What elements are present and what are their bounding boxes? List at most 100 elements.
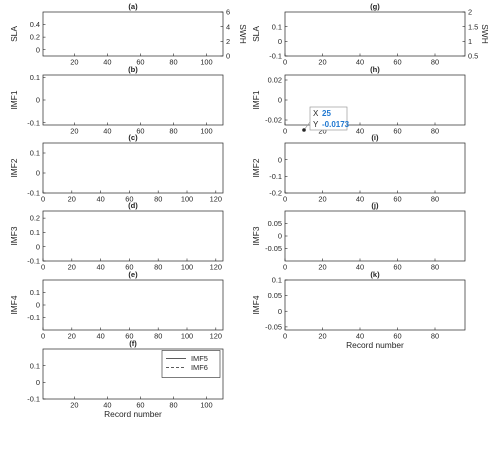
panel-e: 0 20 40 60 80 100 120 -0.1 0 0.1 (e) IMF4 [9, 270, 224, 341]
y-tick-label: 0.1 [30, 288, 40, 297]
x-tick-label: 20 [318, 127, 326, 136]
x-tick-label: 20 [318, 58, 326, 67]
panel-title: (c) [128, 133, 138, 142]
panel-g: 0 20 40 60 80-0.100.10.511.52(g)SLA SWH [251, 2, 490, 67]
y-tick-label: 0 [36, 301, 40, 310]
x-tick-label: 40 [356, 332, 364, 341]
plot-frame [42, 142, 224, 194]
legend-box [161, 350, 221, 378]
panel-title: (a) [128, 2, 138, 11]
panel-title: (d) [128, 201, 138, 210]
y-tick-label: 0.1 [30, 149, 40, 158]
panel-title: (e) [128, 270, 138, 279]
panel-title: (g) [370, 2, 380, 11]
y-tick-label: -0.05 [265, 322, 282, 331]
x-tick-label: 80 [169, 401, 177, 410]
y2-tick-label: 1 [468, 37, 472, 46]
plot-frame [42, 279, 224, 331]
x-tick-label: 40 [96, 195, 104, 204]
y-axis-label: IMF1 [9, 90, 19, 109]
x-tick-label: 0 [283, 58, 287, 67]
y-tick-label: 0 [36, 242, 40, 251]
x-tick-label: 80 [431, 195, 439, 204]
x-tick-label: 40 [103, 58, 111, 67]
y2-tick-label: 4 [226, 22, 230, 31]
y2-tick-label: 0.5 [468, 52, 478, 61]
y-axis-label: IMF3 [9, 226, 19, 245]
panel-title: (k) [370, 270, 380, 279]
y-tick-label: -0.1 [27, 313, 40, 322]
y-tick-label: 0.05 [268, 219, 282, 228]
x-tick-label: 100 [200, 127, 212, 136]
x-tick-label: 40 [103, 401, 111, 410]
x-tick-label: 120 [210, 263, 222, 272]
y-tick-label: 0.2 [30, 214, 40, 223]
y2-axis-label: SWH [238, 24, 248, 44]
x-tick-label: 80 [154, 332, 162, 341]
x-tick-label: 80 [431, 332, 439, 341]
plot-frame [42, 210, 224, 262]
panel-title: (b) [128, 65, 138, 74]
x-tick-label: 60 [393, 127, 401, 136]
x-tick-label: 80 [169, 127, 177, 136]
y-tick-label: 0 [278, 307, 282, 316]
y-tick-label: -0.1 [27, 395, 40, 404]
y-tick-label: -0.1 [27, 189, 40, 198]
y-tick-label: 0 [36, 45, 40, 54]
x-tick-label: 80 [431, 127, 439, 136]
x-tick-label: 100 [181, 332, 193, 341]
x-tick-label: 100 [181, 195, 193, 204]
panel-b: 20 40 60 80 100 -0.1 0 0.1 (b) IMF1 [9, 65, 224, 136]
y-tick-label: 0 [278, 37, 282, 46]
y-tick-label: -0.1 [27, 118, 40, 127]
y-tick-label: 0.05 [268, 291, 282, 300]
x-tick-label: 20 [318, 332, 326, 341]
legend-label: IMF5 [191, 354, 208, 363]
x-tick-label: 60 [393, 332, 401, 341]
y2-tick-label: 1.5 [468, 22, 478, 31]
y-tick-label: 0.1 [272, 22, 282, 31]
y-axis-label: IMF2 [9, 158, 19, 177]
x-tick-label: 40 [96, 263, 104, 272]
y2-tick-label: 2 [468, 8, 472, 17]
y-tick-label: 0.1 [30, 228, 40, 237]
y-axis-label: SLA [9, 26, 19, 42]
y-axis-label: IMF4 [9, 295, 19, 314]
x-tick-label: 0 [41, 195, 45, 204]
y-axis-label: IMF2 [251, 158, 261, 177]
y-axis-label: IMF1 [251, 90, 261, 109]
x-tick-label: 60 [125, 263, 133, 272]
plot-frame [284, 279, 466, 331]
x-tick-label: 80 [431, 263, 439, 272]
x-tick-label: 0 [283, 127, 287, 136]
x-tick-label: 0 [283, 332, 287, 341]
panel-f: 20 40 60 80 100 -0.1 0 0.1 (f) Record number IMF5I… [27, 339, 224, 419]
y-tick-label: -0.05 [265, 244, 282, 253]
x-tick-label: 40 [96, 332, 104, 341]
y-tick-label: -0.1 [269, 52, 282, 61]
x-tick-label: 60 [136, 401, 144, 410]
panel-a: 20 40 60 80 100 0 0.2 0.4 0 2 4 6 (a) SLA SWH [9, 2, 248, 67]
y-axis-label: IMF3 [251, 226, 261, 245]
x-axis-label: Record number [104, 409, 162, 419]
y2-axis-label: SWH [480, 24, 490, 44]
x-tick-label: 0 [41, 332, 45, 341]
y-tick-label: 0.1 [30, 73, 40, 82]
x-tick-label: 100 [200, 401, 212, 410]
y-tick-label: 0 [36, 378, 40, 387]
x-tick-label: 100 [200, 58, 212, 67]
y-axis-label: IMF4 [251, 295, 261, 314]
y-tick-label: 0 [278, 232, 282, 241]
datatip-x-value: 25 [322, 109, 331, 118]
y-tick-label: 0.1 [272, 276, 282, 285]
x-tick-label: 0 [41, 263, 45, 272]
y-tick-label: 0 [278, 155, 282, 164]
y-tick-label: 0.2 [30, 33, 40, 42]
panel-c: 0 20 40 60 80 100 120-0.100.1(c)IMF2 [9, 133, 224, 204]
y-tick-label: -0.2 [269, 189, 282, 198]
x-tick-label: 60 [125, 195, 133, 204]
panel-title: (j) [371, 201, 379, 210]
